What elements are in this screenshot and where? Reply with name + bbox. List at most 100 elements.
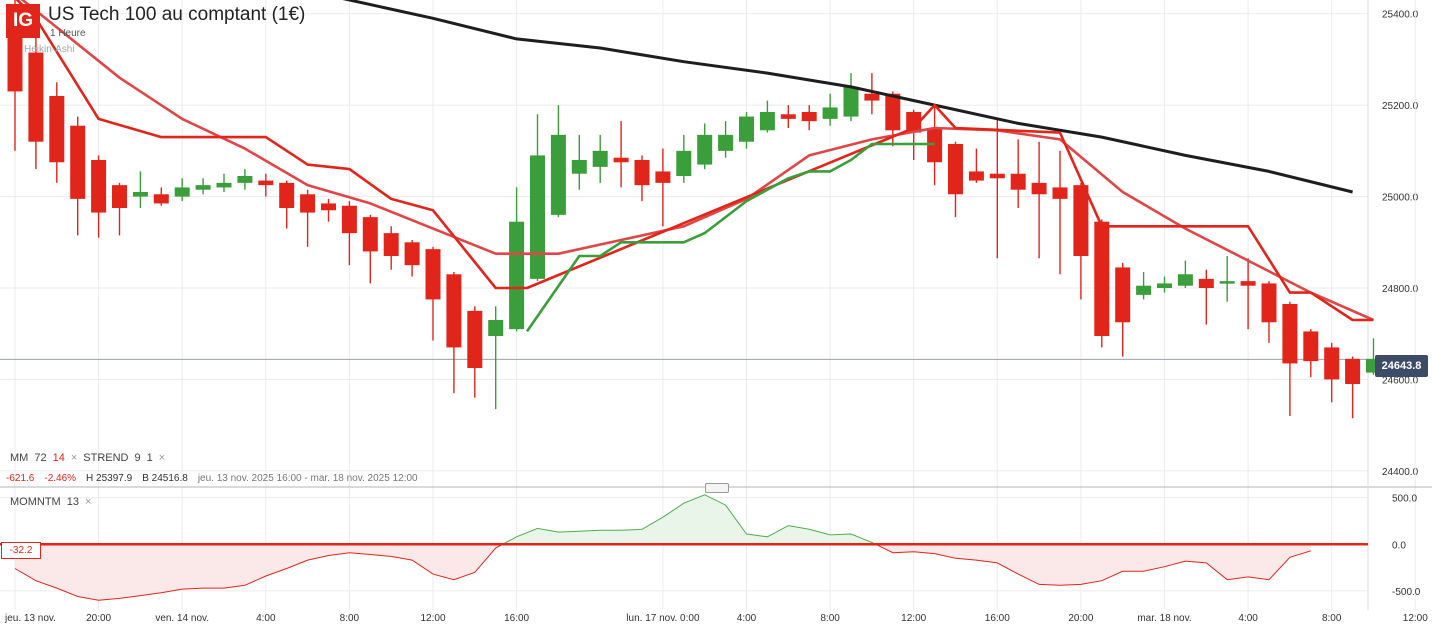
candle-body (28, 52, 44, 142)
price-tick-label: 25200.0 (1382, 101, 1419, 112)
candle (739, 112, 754, 149)
candle-body (49, 96, 65, 163)
candle (906, 109, 922, 160)
pane-resize-handle[interactable] (705, 483, 729, 493)
chart-type-label[interactable]: Heikin-Ashi (24, 44, 75, 55)
momentum-param: 13 (66, 496, 79, 508)
candle-body (1136, 285, 1152, 295)
candle (718, 121, 734, 158)
candle (864, 73, 880, 115)
candle (237, 169, 253, 190)
candle (49, 82, 65, 183)
candle (550, 105, 566, 218)
time-tick-label: 4:00 (1238, 613, 1258, 624)
candle (843, 73, 859, 122)
price-tick-label: 24400.0 (1382, 467, 1419, 478)
momentum-area-positive (502, 494, 876, 545)
candle-body (968, 171, 984, 181)
candle (258, 173, 274, 197)
candle (676, 134, 692, 183)
candle-body (697, 134, 713, 165)
candle-body (948, 144, 963, 195)
candle-body (885, 93, 901, 131)
candle (1345, 356, 1361, 419)
candle (1324, 342, 1340, 403)
candle (321, 198, 336, 222)
candle-body (1177, 274, 1193, 286)
candle-body (801, 112, 817, 122)
mm-label[interactable]: MM (10, 452, 29, 464)
ig-logo: IG (6, 4, 40, 38)
candle-body (112, 185, 127, 208)
time-tick-label: 12:00 (901, 613, 926, 624)
candle (948, 141, 963, 218)
candle (1052, 150, 1068, 275)
momentum-label[interactable]: MOMNTM (10, 496, 61, 508)
candle (488, 306, 504, 410)
candle-body (300, 194, 316, 213)
candle (509, 187, 525, 332)
candle-body (362, 217, 378, 252)
candle-body (195, 185, 211, 190)
strend-close-icon[interactable]: × (158, 452, 166, 464)
candle (112, 182, 127, 236)
candle-body (446, 274, 462, 348)
mm-close-icon[interactable]: × (70, 452, 78, 464)
candle-body (383, 233, 399, 256)
candle-body (237, 176, 253, 183)
time-tick-label: mar. 18 nov. (1137, 613, 1191, 624)
price-tick-label: 24600.0 (1382, 375, 1419, 386)
mm-param-2: 14 (52, 452, 65, 464)
timeframe-label[interactable]: 1 Heure (50, 28, 86, 39)
candle-body (550, 134, 566, 215)
candle-body (216, 182, 232, 188)
candle (613, 121, 629, 188)
time-tick-label: 20:00 (86, 613, 111, 624)
price-tick-label: 24800.0 (1382, 284, 1419, 295)
time-tick-label: 12:00 (420, 613, 445, 624)
date-range: jeu. 13 nov. 2025 16:00 - mar. 18 nov. 2… (197, 473, 418, 484)
momentum-line-negative (14, 544, 1311, 601)
candle-body (759, 112, 775, 131)
instrument-title[interactable]: US Tech 100 au comptant (1€) (48, 4, 306, 25)
candle-body (780, 114, 796, 119)
ma-long-line (342, 0, 1353, 194)
candle (91, 155, 107, 238)
mm-param-1: 72 (34, 452, 47, 464)
candle (383, 226, 399, 270)
candle-body (1031, 182, 1047, 195)
price-tick-label: 25000.0 (1382, 193, 1419, 204)
time-tick-label: 4:00 (256, 613, 276, 624)
time-tick-label: 8:00 (340, 613, 360, 624)
candle (216, 173, 232, 192)
last-price-tag: 24643.8 (1375, 355, 1428, 377)
high-value: H 25397.9 (86, 473, 133, 484)
candle-body (425, 249, 441, 300)
candle-body (822, 107, 838, 119)
candle (1073, 182, 1089, 300)
candle-body (1052, 187, 1068, 199)
candle (1177, 260, 1193, 288)
time-tick-label: 8:00 (820, 613, 840, 624)
candle (759, 100, 775, 133)
low-value: B 24516.8 (142, 473, 188, 484)
candle-body (153, 194, 169, 204)
candle-body (571, 160, 587, 174)
candle-body (509, 221, 525, 330)
candle-body (843, 86, 859, 117)
strend-label[interactable]: STREND (83, 452, 129, 464)
candle (404, 240, 420, 277)
candle-body (530, 155, 545, 279)
candle (341, 201, 357, 266)
candle-body (1303, 331, 1319, 362)
candle (530, 114, 545, 282)
candle (132, 171, 148, 208)
momentum-tick-label: -500.0 (1392, 587, 1421, 598)
time-tick-label: 16:00 (985, 613, 1010, 624)
momentum-line-positive (501, 494, 877, 545)
momentum-close-icon[interactable]: × (84, 496, 92, 508)
candle (1094, 219, 1110, 348)
candle-body (989, 173, 1005, 179)
ma-short-line (20, 0, 1375, 322)
